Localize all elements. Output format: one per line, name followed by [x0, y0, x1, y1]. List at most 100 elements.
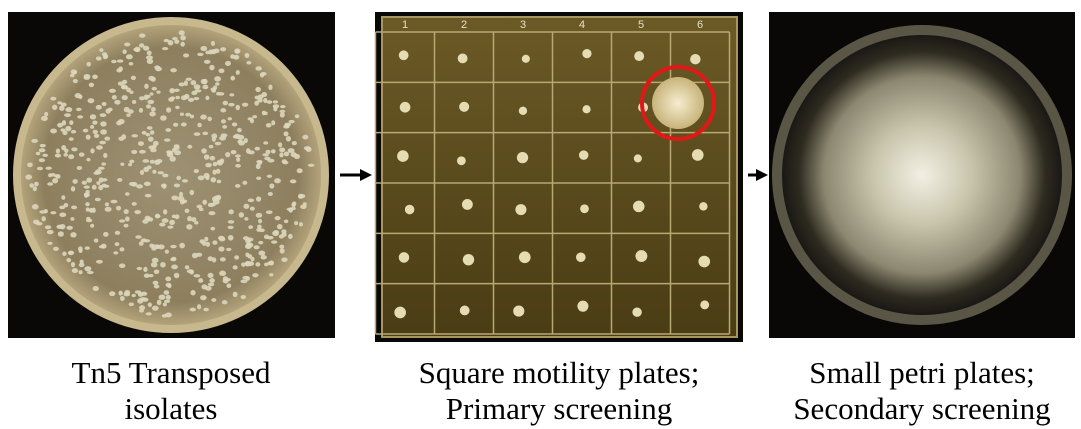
colony [185, 265, 190, 269]
colony [63, 153, 68, 157]
colony [142, 219, 148, 224]
caption: Small petri plates; [809, 355, 1035, 390]
colony [179, 82, 185, 86]
colony [228, 103, 234, 107]
colony [212, 137, 216, 142]
colony [282, 159, 287, 163]
colony [187, 216, 192, 221]
colony [103, 153, 107, 158]
colony [34, 182, 39, 187]
colony [61, 145, 66, 150]
colony [291, 152, 297, 157]
colony [266, 210, 273, 214]
colony [115, 231, 120, 235]
colony [163, 209, 167, 214]
colony [52, 178, 58, 183]
colony [25, 174, 32, 179]
colony [219, 271, 226, 276]
colony [62, 252, 66, 257]
colony [84, 192, 88, 198]
colony [147, 165, 152, 169]
colony [267, 100, 273, 104]
colony [226, 283, 231, 288]
colony [126, 54, 133, 59]
colony [225, 61, 231, 66]
colony [201, 148, 207, 153]
colony [218, 92, 224, 95]
caption: isolates [125, 391, 218, 426]
colony [190, 290, 195, 296]
colony [197, 123, 202, 128]
colony [267, 236, 274, 240]
colony [692, 149, 704, 161]
colony [122, 80, 127, 84]
colony [228, 209, 233, 214]
colony [302, 135, 308, 140]
colony [299, 222, 303, 226]
colony [129, 160, 134, 164]
colony [225, 152, 230, 157]
colony [119, 219, 125, 222]
colony [279, 153, 283, 158]
colony [145, 133, 150, 136]
colony [147, 51, 152, 56]
colony [128, 109, 134, 114]
colony [71, 130, 76, 134]
colony [205, 96, 209, 100]
colony [121, 85, 128, 89]
colony [124, 224, 129, 228]
colony [235, 50, 239, 54]
colony [254, 147, 260, 151]
colony [165, 128, 171, 132]
colony [269, 183, 274, 188]
colony [87, 271, 94, 274]
colony [92, 208, 96, 213]
colony [33, 220, 40, 225]
colony [146, 55, 153, 59]
colony [171, 195, 178, 200]
colony [79, 249, 83, 253]
colony [147, 100, 154, 104]
colony [292, 201, 296, 206]
colony [280, 248, 285, 254]
colony [300, 205, 306, 209]
colony [284, 219, 289, 223]
colony [226, 248, 231, 251]
colony [186, 78, 192, 81]
colony [71, 205, 77, 209]
colony [256, 164, 261, 170]
colony [152, 170, 156, 174]
colony [232, 122, 237, 126]
colony [150, 92, 154, 95]
colony [175, 214, 180, 219]
colony [86, 177, 92, 182]
colony [233, 292, 238, 297]
colony [84, 185, 90, 188]
colony [263, 98, 267, 103]
colony [175, 106, 179, 109]
colony [159, 294, 166, 299]
colony [45, 225, 51, 229]
colony [254, 245, 260, 249]
colony [275, 216, 281, 220]
colony [79, 152, 85, 156]
colony [212, 240, 217, 244]
colony [147, 126, 153, 130]
colony [243, 204, 249, 209]
colony [99, 141, 106, 145]
colony [263, 141, 268, 144]
colony [144, 182, 151, 186]
colony [294, 221, 298, 225]
colony [274, 178, 281, 183]
colony [513, 306, 524, 317]
colony [148, 145, 154, 149]
colony [247, 254, 252, 259]
colony [194, 169, 199, 173]
colony [272, 231, 279, 237]
colony [582, 105, 590, 113]
colony [405, 205, 415, 215]
colony [32, 204, 39, 209]
colony [299, 194, 306, 198]
colony [200, 46, 207, 51]
colony [118, 119, 125, 124]
